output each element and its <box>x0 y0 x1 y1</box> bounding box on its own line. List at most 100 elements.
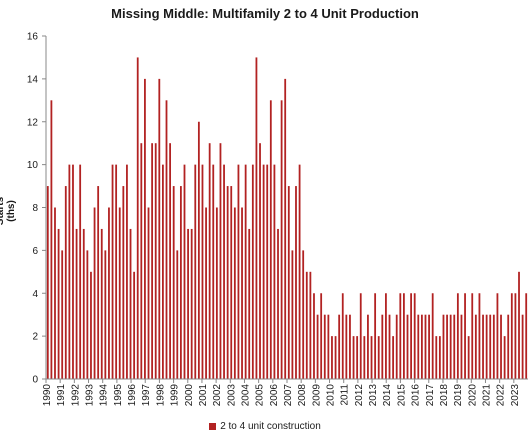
bar <box>223 164 225 380</box>
bar <box>129 228 132 379</box>
y-tick-label: 12 <box>27 117 39 128</box>
legend-label: 2 to 4 unit construction <box>220 421 321 432</box>
bar <box>295 186 297 379</box>
bar <box>57 228 60 379</box>
bar <box>424 314 427 379</box>
y-tick-label: 2 <box>32 332 38 343</box>
bar <box>331 336 333 380</box>
bar <box>259 143 261 379</box>
bar <box>118 207 121 379</box>
x-tick-label: 2007 <box>283 384 294 407</box>
x-tick-label: 2014 <box>382 384 393 407</box>
bar <box>50 100 53 379</box>
bar <box>320 293 323 379</box>
bar <box>482 314 484 379</box>
x-tick-label: 1998 <box>155 384 166 407</box>
bar <box>111 164 114 380</box>
bar <box>363 336 366 380</box>
bar <box>370 336 373 380</box>
bar <box>212 164 215 380</box>
bar <box>500 314 502 379</box>
bar <box>496 293 499 379</box>
bar <box>460 314 463 379</box>
bar <box>385 293 387 379</box>
bar <box>126 164 128 380</box>
bar <box>356 336 359 380</box>
bar <box>467 336 470 380</box>
bar <box>388 314 391 379</box>
bar <box>514 293 517 379</box>
bar <box>100 228 103 379</box>
x-tick-label: 1994 <box>99 384 110 407</box>
bar <box>392 336 395 380</box>
bar <box>115 164 118 380</box>
bar <box>233 207 236 379</box>
bar <box>122 186 125 379</box>
bar <box>266 164 269 380</box>
x-tick-label: 1997 <box>141 384 152 407</box>
axes-group <box>45 36 528 380</box>
bar <box>464 293 466 379</box>
bar <box>201 164 204 380</box>
x-tick-label: 2006 <box>269 384 280 407</box>
bar <box>525 293 528 379</box>
bar <box>75 228 78 379</box>
bar <box>162 164 164 380</box>
bar <box>359 293 362 379</box>
x-tick-label: 2008 <box>297 384 308 407</box>
bar <box>489 314 492 379</box>
bar <box>140 143 143 379</box>
bar <box>108 207 110 379</box>
bars-group <box>46 57 528 380</box>
bar <box>420 314 423 379</box>
x-ticks-group: 1990 1991 1992 1993 1994 1995 1996 1997 1998 1999… <box>42 379 521 406</box>
bar <box>302 250 305 380</box>
bar <box>431 293 434 379</box>
x-tick-label: 1990 <box>42 384 53 407</box>
bar <box>215 207 218 379</box>
bar <box>280 100 283 379</box>
bar <box>172 186 175 379</box>
bar <box>251 164 254 380</box>
y-tick-label: 8 <box>32 203 38 214</box>
bar <box>287 186 290 379</box>
legend: 2 to 4 unit construction <box>0 421 530 432</box>
bar <box>503 336 506 380</box>
bar <box>345 314 348 379</box>
bar <box>399 293 402 379</box>
bar <box>435 336 438 380</box>
bar <box>298 164 301 380</box>
bar <box>338 314 341 379</box>
y-tick-label: 16 <box>27 32 39 43</box>
bar <box>147 207 150 379</box>
bar <box>190 228 193 379</box>
x-tick-label: 2015 <box>396 384 407 407</box>
bar <box>377 336 380 380</box>
bar <box>133 271 136 379</box>
bar <box>442 314 445 379</box>
x-tick-label: 1992 <box>70 384 81 407</box>
bar <box>518 271 520 379</box>
bar <box>86 250 89 380</box>
bar <box>341 293 344 379</box>
bar <box>219 143 222 379</box>
bar <box>165 100 168 379</box>
bar <box>284 78 287 380</box>
bar <box>327 314 330 379</box>
x-tick-label: 2001 <box>198 384 209 407</box>
bar <box>183 164 186 380</box>
bar <box>478 293 481 379</box>
bar <box>313 293 315 379</box>
bar <box>316 314 319 379</box>
bar <box>244 164 247 380</box>
bar <box>507 314 510 379</box>
chart-title: Missing Middle: Multifamily 2 to 4 Unit … <box>111 6 419 21</box>
x-tick-label: 2013 <box>368 384 379 407</box>
x-tick-label: 2022 <box>496 384 507 407</box>
bar <box>305 271 308 379</box>
bar <box>208 143 211 379</box>
bar <box>205 207 207 379</box>
bar <box>46 186 49 379</box>
x-tick-label: 1993 <box>85 384 96 407</box>
bar <box>104 250 107 380</box>
